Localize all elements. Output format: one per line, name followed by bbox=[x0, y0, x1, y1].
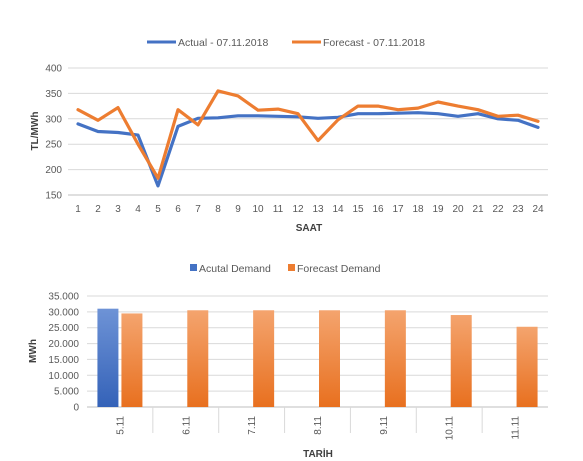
line-chart-x-ticks: 1 2 3 4 5 6 7 8 9 10 11 12 13 14 15 16 17 18 19 20 21 22 23 24 bbox=[75, 204, 544, 215]
x-tick-label: 22 bbox=[492, 204, 504, 215]
x-tick-label: 20 bbox=[452, 204, 464, 215]
bar-chart-x-axis-title: TARİH bbox=[303, 447, 333, 460]
x-tick-label: 12 bbox=[292, 204, 304, 215]
y-tick-label: 20.000 bbox=[48, 339, 79, 350]
x-tick-label: 8 bbox=[215, 204, 221, 215]
line-chart-y-axis-title: TL/MWh bbox=[30, 112, 41, 151]
y-tick-label: 30.000 bbox=[48, 307, 79, 318]
legend-swatch-actual-demand bbox=[190, 264, 197, 271]
bar-forecast-demand bbox=[516, 326, 538, 407]
bar-forecast-demand bbox=[319, 310, 340, 407]
x-tick-label: 9 bbox=[235, 204, 241, 215]
y-tick-label: 400 bbox=[45, 64, 62, 75]
bar-forecast-demand bbox=[253, 310, 275, 407]
x-tick-label: 4 bbox=[135, 204, 141, 215]
x-tick-label: 21 bbox=[472, 204, 484, 215]
line-chart-legend: Actual - 07.11.2018 Forecast - 07.11.201… bbox=[147, 37, 425, 49]
bar-actual-demand bbox=[97, 308, 119, 407]
x-tick-label: 6.11 bbox=[181, 416, 192, 435]
bar-forecast-demand bbox=[450, 315, 472, 407]
y-tick-label: 10.000 bbox=[48, 371, 79, 382]
legend-label-actual: Actual - 07.11.2018 bbox=[178, 37, 268, 49]
y-tick-label: 250 bbox=[45, 140, 62, 151]
legend-label-forecast-demand: Forecast Demand bbox=[297, 263, 381, 275]
bar-chart-legend: Acutal Demand Forecast Demand bbox=[190, 263, 381, 275]
x-tick-label: 15 bbox=[352, 204, 364, 215]
y-tick-label: 25.000 bbox=[48, 323, 79, 334]
line-chart-y-ticks: 150 200 250 300 350 400 bbox=[45, 64, 62, 202]
legend-label-forecast: Forecast - 07.11.2018 bbox=[323, 37, 425, 49]
x-tick-label: 9.11 bbox=[379, 416, 390, 435]
bar-forecast-demand bbox=[384, 310, 406, 407]
line-chart-series bbox=[76, 89, 540, 188]
x-tick-label: 10 bbox=[252, 204, 264, 215]
y-tick-label: 35.000 bbox=[48, 292, 79, 303]
x-tick-label: 17 bbox=[392, 204, 404, 215]
x-tick-label: 7.11 bbox=[247, 416, 258, 435]
x-tick-label: 11.11 bbox=[511, 416, 522, 440]
x-tick-label: 24 bbox=[532, 204, 544, 215]
x-tick-label: 19 bbox=[432, 204, 444, 215]
line-chart-gridlines bbox=[68, 67, 548, 196]
bar-chart-gridlines bbox=[87, 295, 548, 433]
y-tick-label: 5.000 bbox=[54, 387, 79, 398]
x-tick-label: 23 bbox=[512, 204, 524, 215]
x-tick-label: 7 bbox=[195, 204, 201, 215]
x-tick-label: 2 bbox=[95, 204, 101, 215]
y-tick-label: 200 bbox=[45, 165, 62, 176]
x-tick-label: 5.11 bbox=[115, 416, 126, 435]
y-tick-label: 150 bbox=[45, 191, 62, 202]
x-tick-label: 8.11 bbox=[313, 416, 324, 435]
x-tick-label: 14 bbox=[332, 204, 344, 215]
x-tick-label: 13 bbox=[312, 204, 324, 215]
y-tick-label: 300 bbox=[45, 114, 62, 125]
y-tick-label: 15.000 bbox=[48, 355, 79, 366]
legend-swatch-forecast-demand bbox=[288, 264, 295, 271]
x-tick-label: 1 bbox=[75, 204, 81, 215]
bar-chart-y-axis-title: MWh bbox=[28, 339, 39, 363]
bar-forecast-demand bbox=[121, 313, 143, 407]
series-line-actual bbox=[76, 111, 540, 188]
x-tick-label: 18 bbox=[412, 204, 424, 215]
series-line-forecast bbox=[76, 89, 540, 180]
y-tick-label: 0 bbox=[73, 403, 79, 414]
x-tick-label: 6 bbox=[175, 204, 181, 215]
line-chart-x-axis-title: SAAT bbox=[296, 223, 322, 234]
x-tick-label: 5 bbox=[155, 204, 161, 215]
bar-forecast-demand bbox=[187, 310, 209, 407]
bar-chart-x-ticks: 5.11 6.11 7.11 8.11 9.11 10.11 11.11 bbox=[115, 416, 521, 441]
x-tick-label: 10.11 bbox=[445, 416, 456, 441]
y-tick-label: 350 bbox=[45, 89, 62, 100]
x-tick-label: 16 bbox=[372, 204, 384, 215]
bar-chart-y-ticks: 0 5.000 10.000 15.000 20.000 25.000 30.000 35.0… bbox=[48, 292, 79, 414]
legend-label-actual-demand: Acutal Demand bbox=[199, 263, 271, 275]
x-tick-label: 11 bbox=[273, 204, 284, 215]
x-tick-label: 3 bbox=[115, 204, 121, 215]
bar-chart-bars bbox=[97, 308, 538, 407]
